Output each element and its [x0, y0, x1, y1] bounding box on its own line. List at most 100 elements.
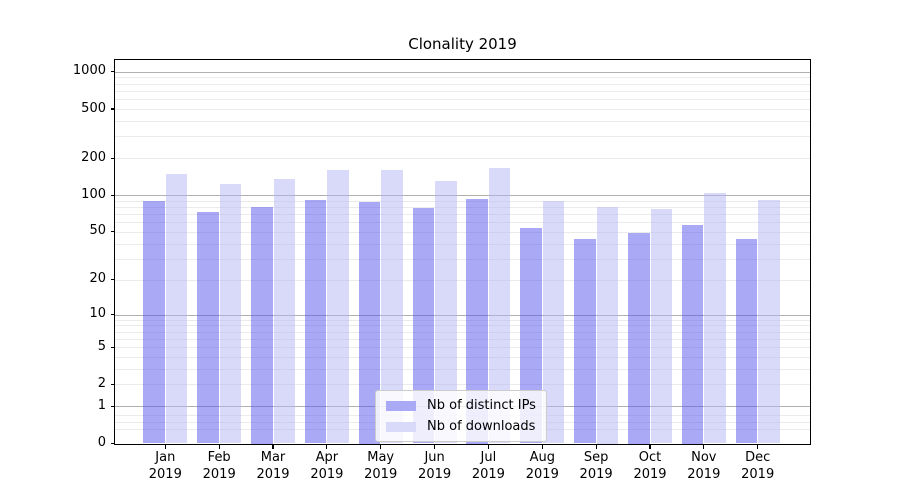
x-tick-label: Mar 2019: [256, 450, 290, 482]
gridline-major: [115, 71, 810, 73]
bar-nb-of-downloads: [488, 168, 511, 444]
y-tick: [111, 405, 115, 407]
x-tick-label: Jan 2019: [148, 450, 182, 482]
y-tick: [111, 71, 115, 73]
bar-nb-of-distinct-ips: [574, 238, 596, 444]
bar-nb-of-downloads: [542, 200, 565, 444]
bar-nb-of-distinct-ips: [143, 200, 165, 444]
x-tick: [272, 444, 274, 449]
legend-swatch-downloads: [386, 421, 416, 432]
bar-nb-of-downloads: [273, 178, 295, 444]
x-tick: [433, 444, 436, 449]
grid-layer: [115, 60, 810, 444]
bar-nb-of-downloads: [381, 170, 403, 444]
legend-label-downloads: Nb of downloads: [427, 419, 536, 434]
plot-area: Nb of distinct IPs Nb of downloads: [113, 58, 812, 445]
x-tick-label: Feb 2019: [202, 450, 236, 482]
y-tick: [111, 231, 115, 233]
bar-nb-of-distinct-ips: [681, 225, 704, 444]
bar-nb-of-downloads: [704, 193, 726, 444]
gridline-minor: [115, 136, 810, 138]
y-tick: [111, 383, 115, 385]
bar-nb-of-distinct-ips: [466, 199, 488, 444]
bar-nb-of-distinct-ips: [628, 233, 650, 444]
y-tick-label: 1: [97, 397, 106, 413]
x-tick-label: Sep 2019: [579, 450, 613, 482]
bar-nb-of-downloads: [327, 170, 349, 444]
bar-nb-of-distinct-ips: [251, 207, 273, 444]
y-tick-label: 1000: [72, 63, 106, 79]
y-tick-label: 2: [97, 375, 106, 391]
legend-swatch-distinct-ips: [386, 400, 416, 411]
gridline-minor: [115, 99, 810, 101]
legend: Nb of distinct IPs Nb of downloads: [375, 390, 547, 442]
bar-nb-of-distinct-ips: [304, 200, 327, 444]
x-tick-label: Nov 2019: [687, 450, 721, 482]
y-tick: [111, 157, 115, 159]
y-tick: [111, 313, 115, 316]
bar-layer: [115, 60, 810, 444]
gridline-minor: [115, 258, 810, 260]
y-tick: [111, 279, 115, 281]
gridline-minor: [115, 207, 810, 208]
y-tick: [111, 108, 115, 110]
gridline-minor: [115, 243, 810, 245]
gridline-minor: [115, 384, 810, 386]
y-tick-label: 5: [97, 338, 106, 354]
legend-label-distinct-ips: Nb of distinct IPs: [427, 398, 536, 413]
bar-nb-of-distinct-ips: [412, 208, 435, 444]
bar-nb-of-downloads: [596, 207, 619, 444]
x-tick-label: Jun 2019: [418, 450, 452, 482]
gridline-minor: [115, 158, 810, 160]
x-tick: [326, 444, 328, 449]
y-tick: [111, 346, 115, 348]
x-tick: [703, 444, 705, 449]
gridline-minor: [115, 83, 810, 85]
bar-nb-of-distinct-ips: [520, 227, 542, 444]
x-tick-label: May 2019: [364, 450, 398, 482]
bar-nb-of-distinct-ips: [735, 238, 758, 444]
gridline-minor: [115, 77, 810, 79]
gridline-minor: [115, 319, 810, 321]
gridline-minor: [115, 325, 810, 327]
bar-nb-of-distinct-ips: [358, 202, 381, 444]
y-tick: [111, 194, 115, 196]
x-tick-label: Apr 2019: [310, 450, 344, 482]
x-tick-label: Jul 2019: [471, 450, 505, 482]
gridline-minor: [115, 200, 810, 202]
y-tick: [111, 442, 115, 445]
x-tick-label: Oct 2019: [633, 450, 667, 482]
gridline-minor: [115, 222, 810, 224]
gridline-minor: [115, 214, 810, 216]
y-tick-label: 0: [97, 435, 106, 450]
legend-item-downloads: Nb of downloads: [386, 419, 536, 434]
y-tick-label: 20: [89, 271, 106, 287]
gridline-minor: [115, 90, 810, 92]
gridline-minor: [115, 109, 810, 110]
gridline-major: [115, 314, 810, 316]
x-tick-label: Dec 2019: [741, 450, 775, 482]
gridline-minor: [115, 356, 810, 358]
x-tick: [649, 444, 651, 449]
gridline-minor: [115, 231, 810, 233]
gridline-minor: [115, 368, 810, 370]
gridline-minor: [115, 331, 810, 333]
gridline-minor: [115, 347, 810, 349]
x-tick-label: Aug 2019: [525, 450, 559, 482]
x-tick: [595, 444, 597, 449]
gridline-minor: [115, 121, 810, 122]
gridline-minor: [115, 338, 810, 340]
y-tick-label: 100: [81, 186, 106, 202]
y-tick-label: 200: [81, 149, 106, 165]
chart-title: Clonality 2019: [408, 35, 517, 53]
x-tick: [541, 444, 543, 449]
y-tick-label: 500: [81, 100, 106, 116]
x-tick: [218, 444, 220, 449]
x-tick: [757, 444, 759, 449]
bar-nb-of-downloads: [758, 199, 780, 444]
bar-nb-of-distinct-ips: [197, 211, 219, 444]
legend-item-distinct-ips: Nb of distinct IPs: [386, 398, 536, 413]
gridline-minor: [115, 279, 810, 281]
bar-nb-of-downloads: [650, 209, 672, 444]
